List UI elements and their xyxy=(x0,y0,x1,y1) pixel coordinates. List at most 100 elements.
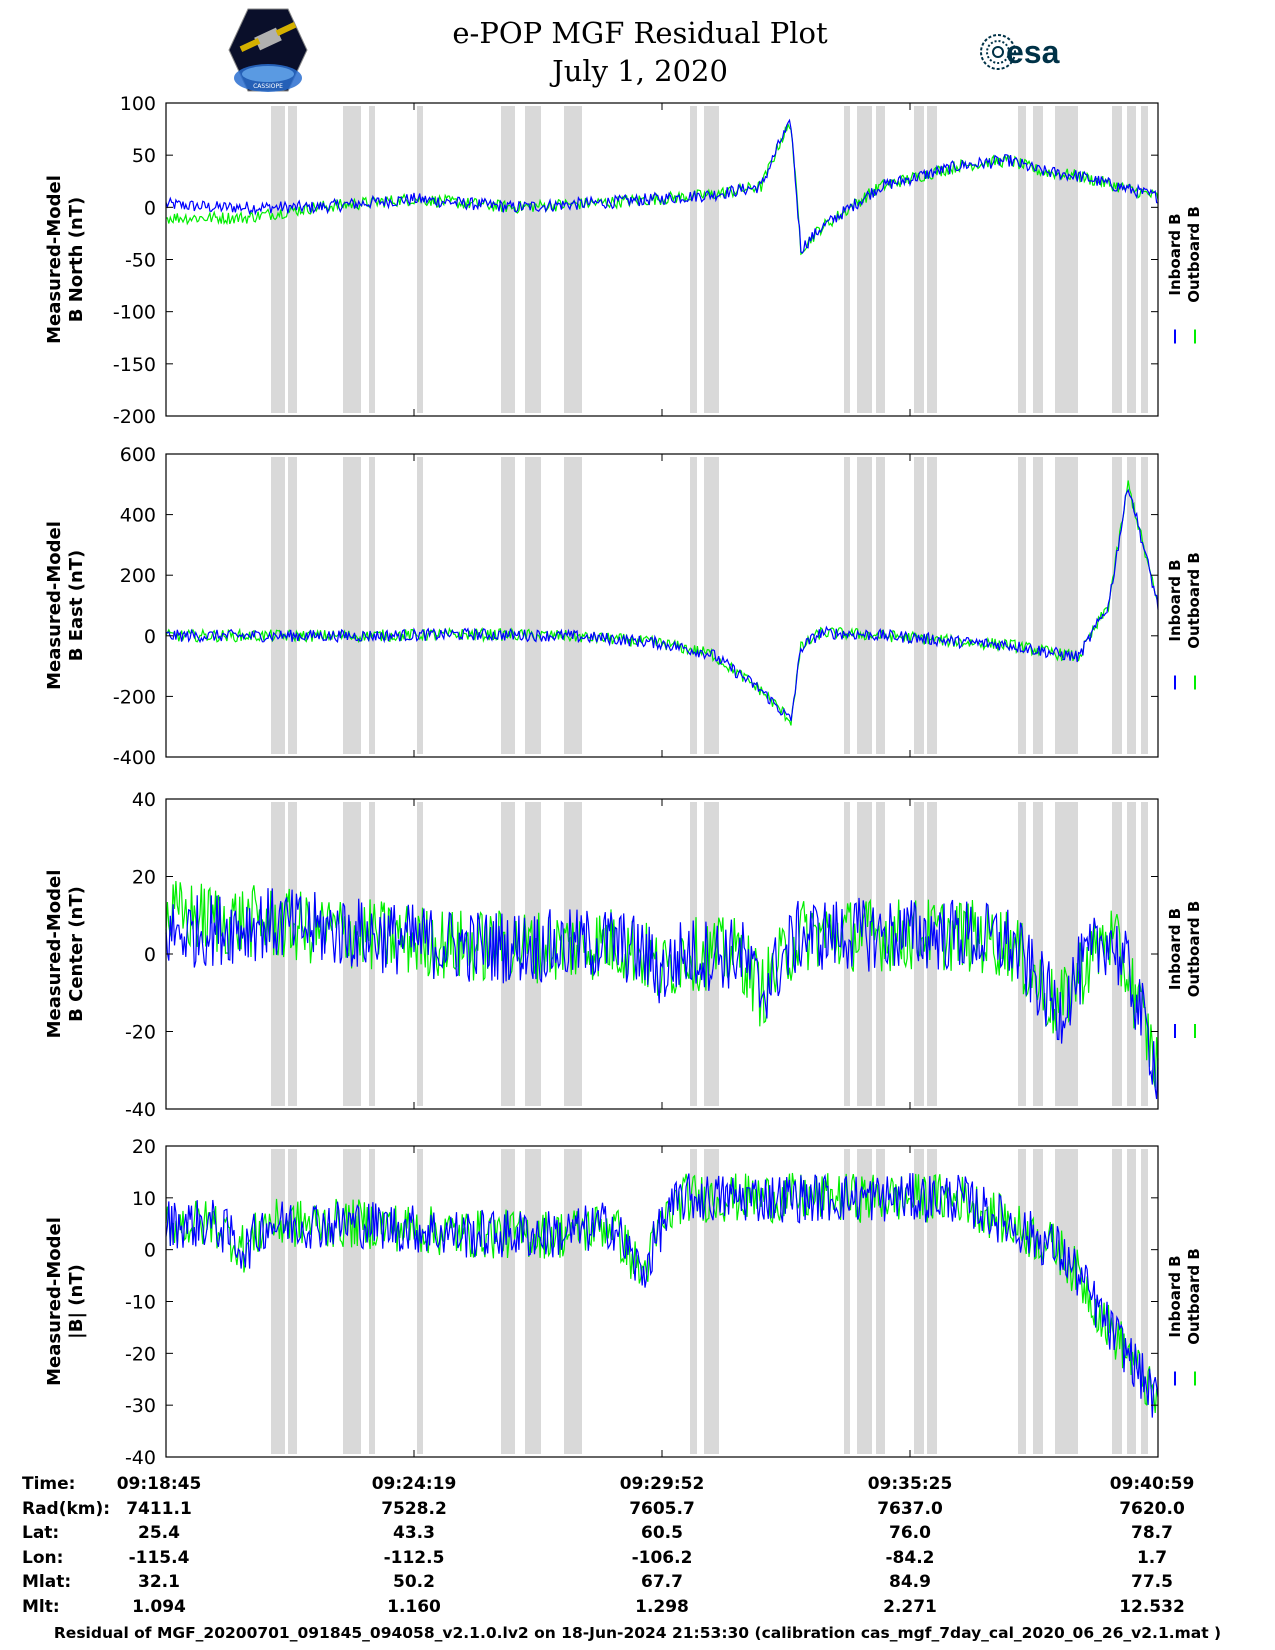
panel-4: 20 10 0 -10 -20 -30 -40 Measured-Model |B| (nT) I… xyxy=(44,1136,1203,1469)
data-gap-band xyxy=(1112,457,1122,754)
data-gap-band xyxy=(1127,1149,1136,1454)
legend-outboard-label: Outboard B xyxy=(1185,206,1203,303)
y-tick-label: -20 xyxy=(125,1022,156,1044)
legend-outboard-label: Outboard B xyxy=(1185,901,1203,998)
title-line-2: July 1, 2020 xyxy=(552,54,728,88)
data-gap-band xyxy=(1055,802,1078,1106)
y-tick-label: 0 xyxy=(144,197,156,219)
data-gap-band xyxy=(288,106,297,413)
ephemeris-value: 1.094 xyxy=(132,1596,186,1617)
ephemeris-value: 09:40:59 xyxy=(1109,1474,1195,1494)
legend: Inboard B Outboard B xyxy=(1166,1248,1203,1345)
y-tick-label: -20 xyxy=(125,1343,156,1365)
ephemeris-row-label: Mlt: xyxy=(22,1596,60,1617)
ephemeris-row-label: Lon: xyxy=(22,1547,64,1568)
y-tick-label: 100 xyxy=(120,93,156,115)
ephemeris-value: 77.5 xyxy=(1131,1572,1173,1592)
inboard-series-line xyxy=(165,1173,1159,1418)
y-axis-label-line-2: B East (nT) xyxy=(66,550,87,662)
data-gap-band xyxy=(343,457,361,754)
data-gap-band xyxy=(1018,1149,1026,1454)
y-tick-label: -400 xyxy=(113,747,156,769)
ephemeris-value: 84.9 xyxy=(889,1572,931,1592)
data-gap-band xyxy=(501,1149,515,1454)
data-gap-band xyxy=(1127,457,1136,754)
legend-outboard-label: Outboard B xyxy=(1185,1248,1203,1345)
data-gap-band xyxy=(369,106,375,413)
y-tick-label: 0 xyxy=(144,626,156,648)
ephemeris-value: 09:18:45 xyxy=(116,1474,202,1494)
y-tick-label: -50 xyxy=(125,250,156,272)
data-gap-band xyxy=(1033,106,1043,413)
ephemeris-value: 50.2 xyxy=(393,1572,435,1592)
plot-frame xyxy=(165,102,1159,417)
legend-inboard-label: Inboard B xyxy=(1166,908,1184,990)
data-gap-band xyxy=(857,457,872,754)
legend-inboard-label: Inboard B xyxy=(1166,213,1184,295)
ephemeris-value: -112.5 xyxy=(383,1547,445,1568)
outboard-series-line xyxy=(165,122,1159,256)
y-axis-label-line-1: Measured-Model xyxy=(44,175,65,344)
chart-title: e-POP MGF Residual Plot July 1, 2020 xyxy=(380,14,900,90)
data-gap-band xyxy=(927,1149,937,1454)
ephemeris-value: 43.3 xyxy=(393,1523,435,1543)
ephemeris-value: 1.160 xyxy=(387,1596,441,1617)
y-axis-label-line-2: |B| (nT) xyxy=(66,1264,87,1339)
data-gap-band xyxy=(1055,457,1078,754)
y-tick-label: 10 xyxy=(132,1188,156,1210)
y-axis-label-line-1: Measured-Model xyxy=(44,870,65,1039)
data-gap-band xyxy=(1141,802,1148,1106)
y-tick-label: 50 xyxy=(132,145,156,167)
y-tick-label: -100 xyxy=(113,302,156,324)
y-axis-label-line-1: Measured-Model xyxy=(44,521,65,690)
data-gap-band xyxy=(844,457,850,754)
ephemeris-row-label: Time: xyxy=(22,1474,76,1494)
data-gap-band xyxy=(564,1149,582,1454)
legend: Inboard B Outboard B xyxy=(1166,206,1203,303)
data-gap-band xyxy=(417,106,423,413)
data-gap-band xyxy=(1112,1149,1122,1454)
data-gap-band xyxy=(690,106,697,413)
mission-logo-text: CASSIOPE xyxy=(253,83,283,90)
data-gap-band xyxy=(271,1149,285,1454)
data-gap-band xyxy=(1033,1149,1043,1454)
data-gap-band xyxy=(704,106,719,413)
y-tick-label: 600 xyxy=(120,444,156,466)
ephemeris-value: 76.0 xyxy=(889,1523,931,1543)
title-line-1: e-POP MGF Residual Plot xyxy=(452,16,828,50)
footer-caption: Residual of MGF_20200701_091845_094058_v… xyxy=(53,1624,1222,1642)
ephemeris-value: 09:24:19 xyxy=(371,1474,457,1494)
ephemeris-value: 67.7 xyxy=(641,1572,683,1592)
data-gap-band xyxy=(1033,802,1043,1106)
data-gap-band xyxy=(1033,457,1043,754)
data-gap-band xyxy=(1127,802,1136,1106)
ephemeris-value: 09:35:25 xyxy=(867,1474,953,1494)
data-gap-band xyxy=(927,457,937,754)
panel-1: 100 50 0 -50 -100 -150 -200 Measured-Model B Nor… xyxy=(44,93,1203,428)
ephemeris-value: 7411.1 xyxy=(126,1498,192,1519)
y-tick-label: -40 xyxy=(125,1099,156,1121)
ephemeris-value: 25.4 xyxy=(138,1523,180,1543)
y-axis-label: Measured-Model B East (nT) xyxy=(44,521,87,690)
inboard-series-line xyxy=(165,488,1159,722)
ephemeris-row-label: Rad(km): xyxy=(22,1498,111,1519)
ephemeris-value: -106.2 xyxy=(631,1547,693,1568)
data-gap-band xyxy=(690,802,697,1106)
data-gap-band xyxy=(1141,457,1148,754)
cassiope-mission-logo: CASSIOPE xyxy=(228,8,308,92)
data-gap-band xyxy=(525,457,541,754)
legend-inboard-label: Inboard B xyxy=(1166,559,1184,641)
data-gap-band xyxy=(914,457,924,754)
data-gap-band xyxy=(690,1149,697,1454)
data-gap-band xyxy=(876,106,885,413)
y-axis-label: Measured-Model B North (nT) xyxy=(44,175,87,344)
data-gap-band xyxy=(914,1149,924,1454)
panel-2: 600 400 200 0 -200 -400 Measured-Model B East (… xyxy=(44,444,1203,769)
y-tick-label: 0 xyxy=(144,944,156,966)
y-tick-label: -40 xyxy=(125,1447,156,1469)
y-axis-label-line-2: B North (nT) xyxy=(66,197,87,323)
data-gap-band xyxy=(501,457,515,754)
esa-logo: esa xyxy=(980,34,1060,70)
data-gap-band xyxy=(1055,106,1078,413)
data-gap-band xyxy=(525,106,541,413)
